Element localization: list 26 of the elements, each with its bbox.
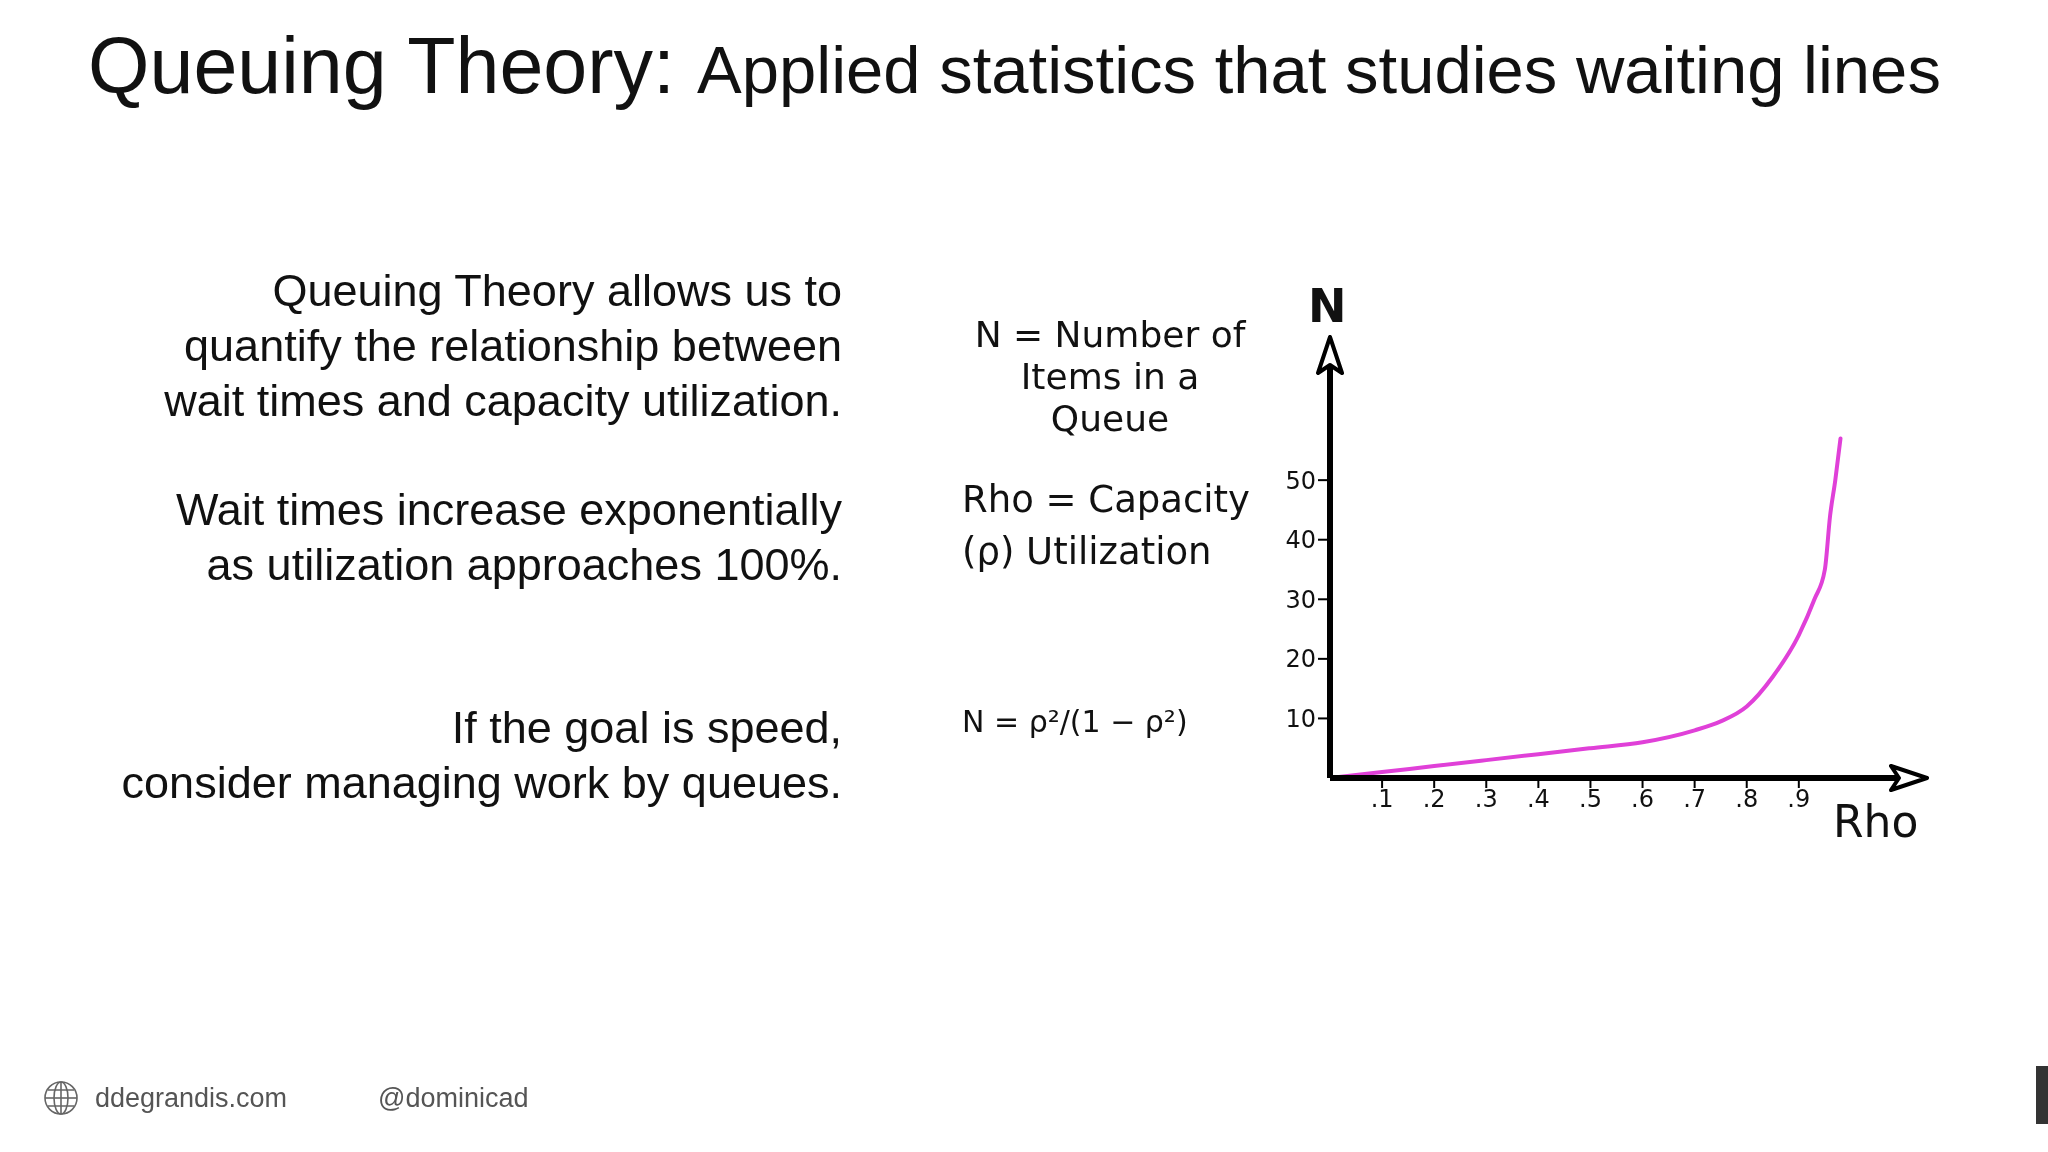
text: N = Number of Items in a Queue: [973, 314, 1247, 440]
x-tick-label: .6: [1631, 785, 1654, 814]
text: Queuing Theory:: [88, 20, 676, 112]
x-tick-label: .5: [1579, 785, 1602, 814]
text: Rho = Capacity (ρ) Utilization: [962, 477, 1251, 575]
x-tick-label: .7: [1683, 785, 1707, 814]
text: Queuing Theory allows us to quantify the relationship between wait times and capacity utilization.: [164, 264, 842, 428]
x-axis-title: Rho: [1833, 796, 1919, 847]
x-tick-label: .3: [1474, 785, 1498, 814]
chart-subtitle: Applied statistics that studies waiting lines: [697, 31, 1941, 108]
text: N = ρ²/(1 − ρ²): [962, 703, 1188, 741]
x-tick-label: .1: [1370, 785, 1394, 814]
x-tick-label: .4: [1526, 785, 1550, 814]
text: @dominicad: [378, 1082, 529, 1114]
x-tick-label: .8: [1735, 785, 1759, 814]
x-tick-label: .9: [1787, 785, 1811, 814]
y-tick-label: 10: [1285, 704, 1316, 733]
y-tick-label: 50: [1285, 466, 1316, 495]
y-tick-label: 40: [1285, 526, 1316, 555]
text: Wait times increase exponentially as utilization approaches 100%.: [175, 483, 842, 592]
text: If the goal is speed, consider managing work by queues.: [121, 701, 842, 810]
text: ddegrandis.com: [95, 1082, 288, 1114]
y-tick-label: 20: [1285, 645, 1316, 674]
y-tick-label: 30: [1285, 585, 1316, 614]
x-tick-label: .2: [1422, 785, 1446, 814]
y-axis-title: N: [1308, 279, 1347, 333]
